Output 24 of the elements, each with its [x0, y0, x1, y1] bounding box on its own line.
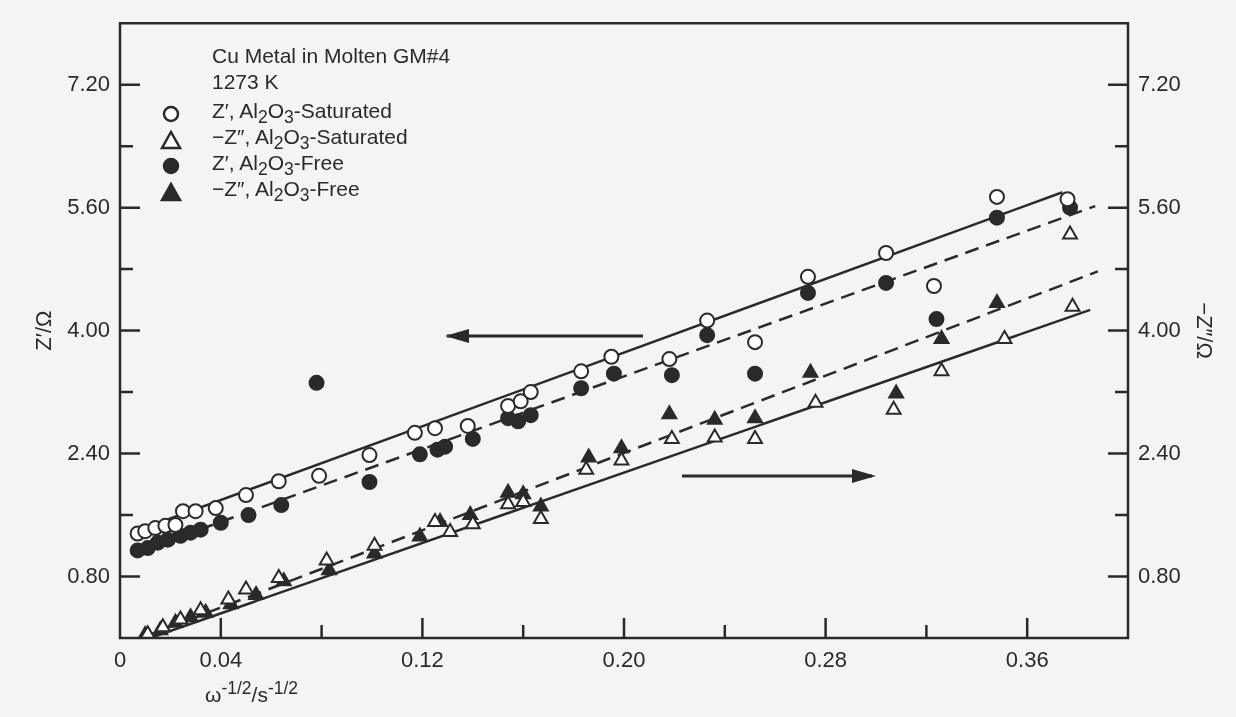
x-tick-label: 0.04: [199, 647, 243, 673]
legend-label: −Z″, Al$_{2}$O$_{3}$-Free: [212, 177, 360, 206]
legend-label: −Z″, Al$_{2}$O$_{3}$-Saturated: [212, 125, 408, 154]
y-tick-label: 4.00: [67, 316, 110, 342]
y2-tick-label: 0.80: [1138, 562, 1181, 588]
x-tick-label: 0: [113, 647, 127, 673]
y2-tick-label: 7.20: [1138, 70, 1181, 96]
x-tick-label: 0.36: [1005, 647, 1049, 673]
y2-tick-label: 2.40: [1138, 439, 1181, 465]
y-tick-label: 2.40: [67, 439, 110, 465]
y-tick-label: 0.80: [67, 562, 110, 588]
x-tick-label: 0.28: [804, 647, 848, 673]
x-axis-title: ω$^{-1/2}$/s$^{-1/2}$: [205, 678, 299, 707]
legend-title: Cu Metal in Molten GM#4 1273 K: [211, 43, 451, 96]
y2-tick-label: 4.00: [1138, 316, 1181, 342]
x-tick-label: 0.20: [602, 647, 646, 673]
y-axis-title: Z′/Ω: [31, 310, 57, 351]
y-tick-label: 5.60: [67, 193, 110, 219]
x-tick-label: 0.12: [400, 647, 444, 673]
y2-tick-label: 5.60: [1138, 193, 1181, 219]
legend-label: Z′, Al$_{2}$O$_{3}$-Saturated: [212, 99, 392, 128]
y-tick-label: 7.20: [67, 70, 110, 96]
y2-axis-title: −Z″/Ω: [1191, 302, 1217, 359]
legend-label: Z′, Al$_{2}$O$_{3}$-Free: [212, 151, 344, 180]
